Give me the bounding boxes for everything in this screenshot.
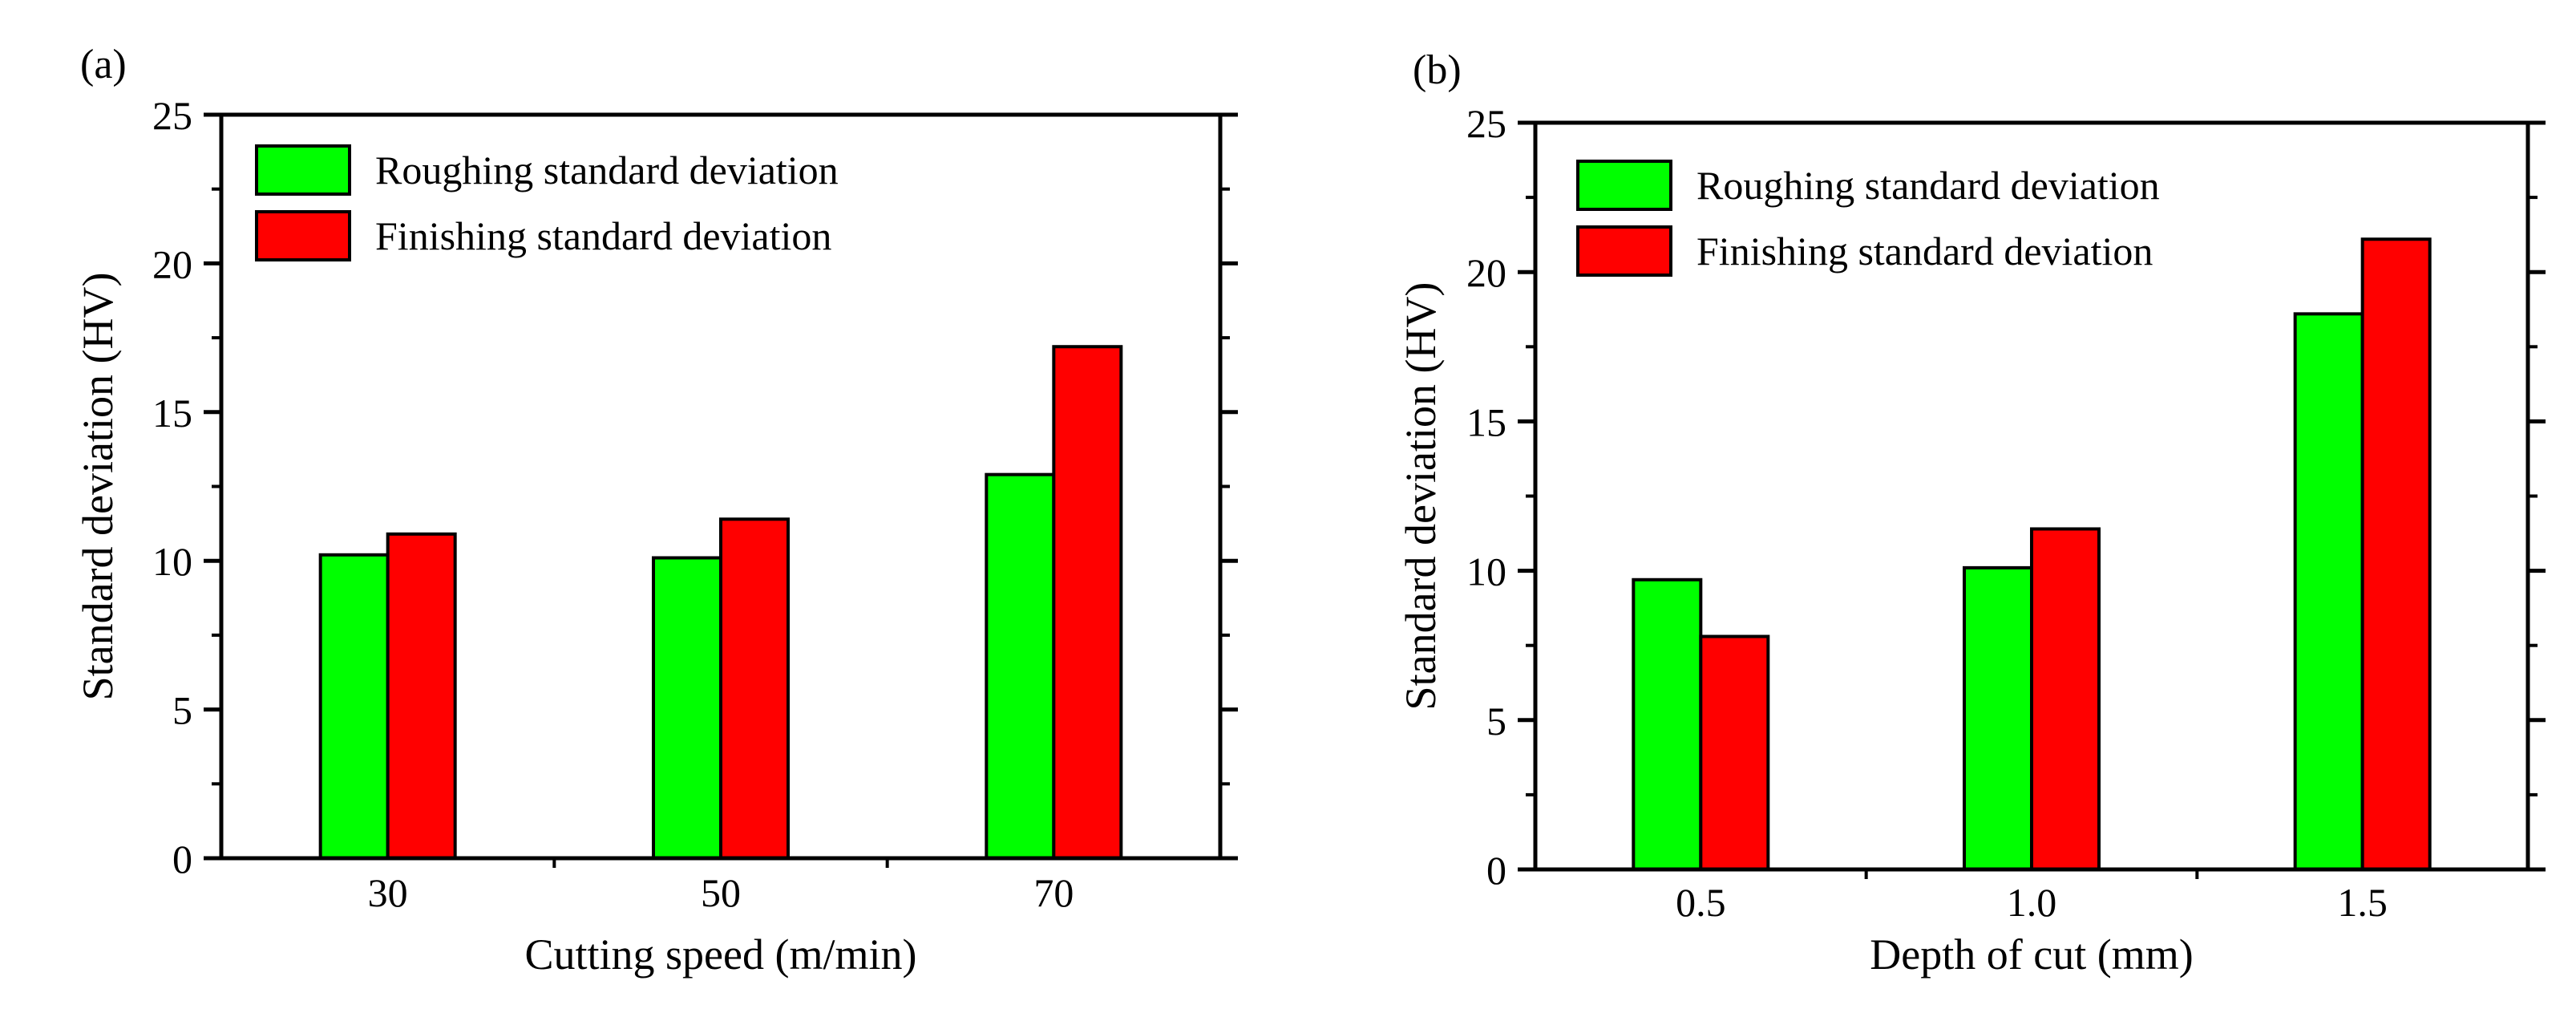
legend-label-finishing: Finishing standard deviation xyxy=(1696,229,2153,274)
x-axis-label: Depth of cut (mm) xyxy=(1870,930,2193,979)
panel-label: (a) xyxy=(80,42,127,87)
y-axis-label: Standard deviation (HV) xyxy=(1397,282,1445,711)
y-tick-label: 5 xyxy=(172,688,192,733)
bar-roughing-1.0 xyxy=(1963,565,2033,871)
y-tick-label: 5 xyxy=(1486,699,1506,744)
legend-label-finishing: Finishing standard deviation xyxy=(375,213,831,258)
bar-roughing-30 xyxy=(318,553,390,860)
y-tick-label: 15 xyxy=(152,391,192,436)
y-tick-label: 0 xyxy=(172,837,192,881)
x-axis-label: Cutting speed (m/min) xyxy=(525,930,917,979)
bar-finishing-30 xyxy=(386,532,457,860)
y-axis-label: Standard deviation (HV) xyxy=(74,273,122,701)
x-tick-label: 70 xyxy=(1033,870,1074,915)
y-tick-label: 10 xyxy=(1466,549,1506,594)
y-tick-label: 0 xyxy=(1486,848,1506,893)
bar-finishing-1.0 xyxy=(2030,527,2101,871)
legend-label-roughing: Roughing standard deviation xyxy=(1696,163,2160,208)
bar-roughing-1.5 xyxy=(2293,312,2364,871)
bar-finishing-1.5 xyxy=(2360,237,2432,871)
y-tick-label: 15 xyxy=(1466,399,1506,444)
x-tick-label: 1.0 xyxy=(2007,880,2057,925)
legend-swatch-finishing xyxy=(1576,225,1672,277)
bar-finishing-70 xyxy=(1052,345,1123,860)
legend-swatch-finishing xyxy=(255,210,351,261)
bar-finishing-0.5 xyxy=(1699,634,1770,871)
y-tick-label: 20 xyxy=(1466,250,1506,295)
chart-panel-a: (a) 0 5 10 15 20 25 30 50 70 Cutting speed (m/min)… xyxy=(74,42,1238,979)
bar-roughing-50 xyxy=(652,556,722,860)
bar-roughing-0.5 xyxy=(1632,577,1703,871)
chart-panel-b: (b) 0 5 10 15 20 25 0.5 1.0 1.5 Depth of cut (mm) S… xyxy=(1397,47,2546,979)
bar-roughing-70 xyxy=(985,472,1056,861)
y-tick-label: 25 xyxy=(152,93,192,138)
legend-swatch-roughing xyxy=(255,144,351,196)
y-tick-label: 25 xyxy=(1466,101,1506,146)
y-tick-label: 20 xyxy=(152,241,192,286)
x-tick-label: 1.5 xyxy=(2337,880,2388,925)
x-tick-label: 0.5 xyxy=(1676,880,1726,925)
y-tick-label: 10 xyxy=(152,539,192,584)
legend-label-roughing: Roughing standard deviation xyxy=(375,148,839,192)
panel-label: (b) xyxy=(1413,47,1462,93)
x-tick-label: 50 xyxy=(701,870,741,915)
bar-finishing-50 xyxy=(719,517,790,861)
x-tick-label: 30 xyxy=(368,870,408,915)
legend-swatch-roughing xyxy=(1576,160,1672,211)
